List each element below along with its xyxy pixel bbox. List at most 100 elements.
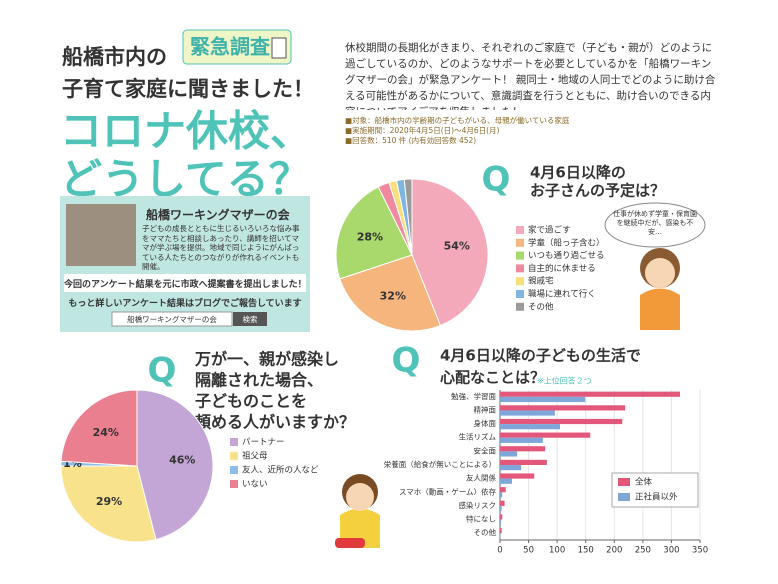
legend-label: その他 [528,301,554,312]
legend-swatch [230,452,238,460]
x-tick-label: 100 [549,546,565,556]
legend-label: 正社員以外 [635,492,678,503]
legend-swatch [230,438,238,446]
bar [500,505,502,512]
intro: 休校期間の長期化がきまり、それぞれのご家庭で（子ども・親が）どのように過ごしてい… [345,42,716,110]
pie-slice [335,186,413,280]
bar [500,424,560,430]
bar [500,519,502,525]
pie-slice [60,389,138,467]
chart-title: 万が一、親が感染し [194,350,339,369]
search-button[interactable] [233,312,267,326]
bar [500,391,680,397]
proposal: 今回のアンケート結果を元に市政へ提案書を提出しました！ [64,280,306,290]
header-line: 子育て家庭に聞きました！ [62,77,314,101]
pie-slice [136,389,214,541]
x-tick-label: 150 [578,546,594,556]
y-tick-label: 安全面 [474,445,497,455]
note: ■回答数：510 件 (内有効回答数 452) [345,136,477,145]
search-box [111,311,233,327]
legend-swatch [516,251,524,260]
search-text: 船橋ワーキングマザーの会 [127,315,217,324]
pie-slice [339,254,442,332]
legend-label: 学童（船っ子含む） [528,237,605,248]
kid-face [346,483,374,511]
chart-note: ※上位回答２つ [537,376,592,386]
legend-label: いない [242,480,268,490]
badge: 緊急調査 [190,35,270,59]
bar [500,451,518,457]
blog: もっと詳しいアンケート結果はブログでご報告しています [68,299,302,309]
photo [66,204,136,266]
legend-label: いつも通り過ごせる [528,250,605,261]
x-tick-label: 0 [497,546,502,556]
legend-label: 友人、近所の人など [242,465,319,476]
bar [500,473,535,479]
bar [500,533,501,539]
legend-swatch [230,480,238,488]
group-name: 船橋ワーキングマザーの会 [146,208,290,222]
legend-swatch [516,264,524,273]
search-button-label[interactable]: 検索 [242,315,258,324]
x-tick-label: 200 [606,546,622,556]
bar [500,500,505,506]
pie-slice [60,465,157,543]
toy-car [335,538,365,548]
header-line: 船橋市内の [62,45,167,69]
x-tick-label: 250 [635,546,651,556]
bar [500,492,503,498]
legend-swatch [516,302,524,311]
q-mark: Q [482,160,511,200]
group-description: 子どもの成長とともに生じるいろいろな悩み事をママたちと相談しあったり、講師を招い… [142,224,300,271]
legend-swatch [516,226,524,234]
q-mark: Q [148,351,177,391]
legend-label: 全体 [635,477,653,488]
x-tick-label: 300 [663,546,679,556]
slice-label: 28% [357,230,383,243]
legend-swatch [516,277,524,286]
chart-title: 心配なことは？ [440,369,545,387]
slice-label: 54% [444,239,470,252]
y-tick-label: 友人関係 [466,473,496,483]
y-tick-label: 栄養面（給食が無いことによる） [384,459,496,469]
bar [500,446,546,452]
x-tick-label: 50 [523,546,534,556]
proposal-banner [64,274,306,292]
chart-title: 隔離された場合、 [195,371,323,390]
badge-box [182,29,292,65]
speech: 仕事が休めず学童・保育園を継続中だが、感染も不安… [613,210,697,236]
speech-bubble [604,202,706,248]
woman-face [645,258,675,288]
bar [500,437,543,443]
slice-label: 29% [96,495,122,508]
legend-label: 家で過ごす [528,225,571,236]
y-tick-label: スマホ（動画・ゲーム）依存 [399,486,497,496]
bar [500,396,586,402]
chart-title: 4月6日以降の [530,164,626,182]
note: ■対象：船橋市内の学齢期の子どもがいる、母親が働いている家庭 [345,116,570,125]
slice-label: 24% [93,426,119,439]
chart-title: お子さんの予定は？ [530,182,665,200]
bar [500,465,522,471]
y-tick-label: 特になし [466,514,496,524]
bar [500,410,555,416]
y-tick-label: 精神面 [474,404,497,414]
legend-swatch [516,290,524,298]
checklist-icon [271,37,287,59]
bar [500,478,512,484]
y-tick-label: 感染リスク [459,500,497,510]
chart-title: 頼める人がいますか？ [195,413,355,432]
q-mark: Q [392,341,421,381]
x-tick-label: 350 [692,546,708,556]
legend-swatch [618,478,630,486]
legend-label: 祖父母 [242,451,268,462]
slice-label: 32% [380,289,406,302]
main-title: コロナ休校、 [60,107,312,156]
legend-label: 職場に連れて行く [528,289,596,300]
bar [500,459,547,465]
legend-swatch [618,493,630,501]
y-tick-label: その他 [474,527,497,537]
legend-swatch [516,238,524,247]
note: ■実施期間：2020年4月5日(日)～4月6日(月) [345,126,500,135]
